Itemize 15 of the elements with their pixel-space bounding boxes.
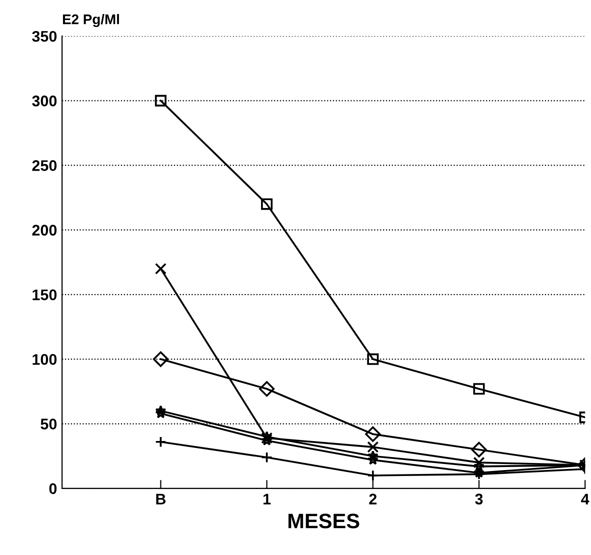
y-tick-label: 150 — [32, 289, 57, 300]
y-tick-label: 200 — [32, 224, 57, 236]
y-tick-label: 350 — [32, 30, 57, 42]
y-tick-label: 0 — [49, 483, 57, 494]
y-tick-label: 300 — [32, 96, 57, 106]
x-tick-label: 2 — [369, 494, 377, 504]
y-tick-label: 100 — [32, 354, 57, 365]
y-tick-label: 50 — [40, 418, 57, 430]
y-axis-title: E2 Pg/Ml — [62, 14, 119, 28]
y-tick-label: 250 — [32, 160, 57, 171]
x-axis-title: MESES — [288, 514, 360, 528]
x-tick-label: 1 — [264, 494, 271, 504]
x-tick-label: 3 — [475, 494, 483, 505]
x-tick-label: B — [156, 494, 166, 504]
x-tick-label: 4 — [581, 494, 590, 504]
